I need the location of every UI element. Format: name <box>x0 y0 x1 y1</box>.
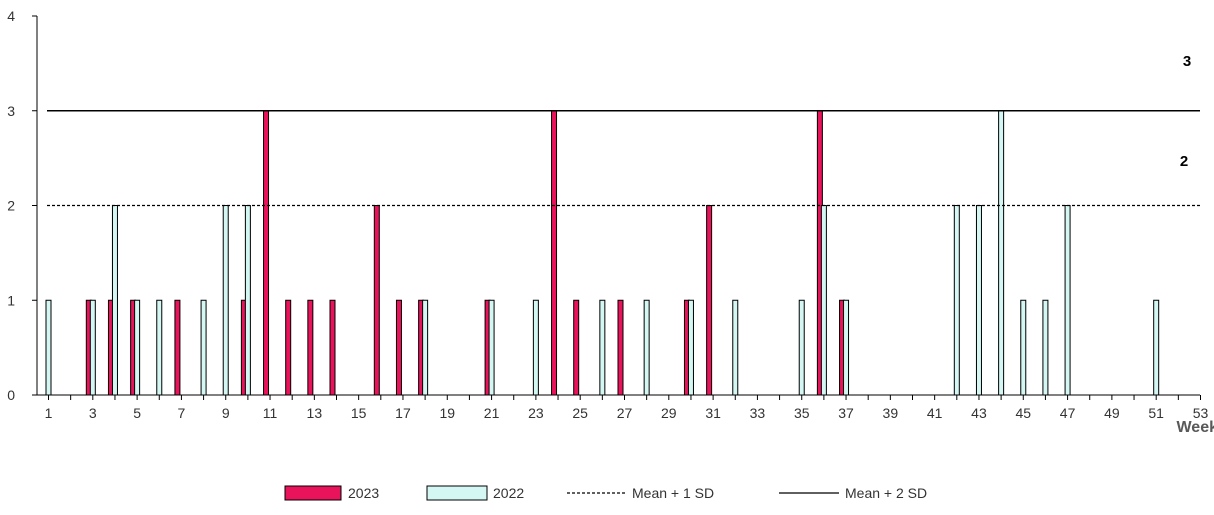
y-ticks-layer: 0 1 2 3 4 <box>7 8 37 403</box>
bar-2022-week-18 <box>422 299 429 396</box>
bar-2022-week-1 <box>45 299 52 396</box>
annotation-mean-1sd-label: 2 <box>1180 153 1188 170</box>
x-tick-label-13: 13 <box>307 405 323 421</box>
x-tick-label-7: 7 <box>178 405 186 421</box>
bar-2022-week-10 <box>244 205 251 396</box>
x-tick-label-15: 15 <box>351 405 367 421</box>
bar-2022-week-28 <box>643 299 650 396</box>
x-tick-label-37: 37 <box>838 405 854 421</box>
annotation-mean-2sd-label: 3 <box>1183 53 1191 70</box>
bar-2023-week-24 <box>551 110 558 396</box>
x-tick-label-33: 33 <box>750 405 766 421</box>
bar-2023-week-16 <box>373 205 380 396</box>
legend-label-mean-1sd: Mean + 1 SD <box>632 485 714 501</box>
bar-2022-week-8 <box>200 299 207 396</box>
x-tick-label-43: 43 <box>971 405 987 421</box>
x-tick-label-51: 51 <box>1148 405 1164 421</box>
legend-swatch-2022 <box>426 485 488 501</box>
bar-2022-week-47 <box>1064 205 1071 396</box>
bar-2022-week-35 <box>798 299 805 396</box>
x-tick-label-39: 39 <box>883 405 899 421</box>
bar-2022-week-26 <box>599 299 606 396</box>
y-tick-label-2: 2 <box>7 198 15 214</box>
x-tick-label-21: 21 <box>484 405 500 421</box>
bar-2022-week-21 <box>488 299 495 396</box>
y-tick-label-1: 1 <box>7 292 15 308</box>
x-tick-label-23: 23 <box>528 405 544 421</box>
bar-2022-week-44 <box>998 110 1005 396</box>
bar-2023-week-27 <box>617 299 624 396</box>
y-tick-label-0: 0 <box>7 387 15 403</box>
bar-2022-week-3 <box>89 299 96 396</box>
bars-layer <box>45 110 1160 396</box>
bar-2022-week-30 <box>687 299 694 396</box>
x-tick-label-19: 19 <box>439 405 455 421</box>
x-tick-label-31: 31 <box>705 405 721 421</box>
bar-2022-week-51 <box>1153 299 1160 396</box>
legend-label-mean-2sd: Mean + 2 SD <box>845 485 927 501</box>
x-tick-label-41: 41 <box>927 405 943 421</box>
y-tick-label-4: 4 <box>7 8 15 24</box>
bar-2022-week-4 <box>111 205 118 396</box>
y-tick-label-3: 3 <box>7 103 15 119</box>
bar-2023-week-13 <box>307 299 314 396</box>
bar-2022-week-42 <box>953 205 960 396</box>
x-tick-label-49: 49 <box>1104 405 1120 421</box>
bar-2023-week-12 <box>285 299 292 396</box>
legend: 2023 2022 Mean + 1 SD Mean + 2 SD <box>284 485 927 501</box>
x-tick-label-17: 17 <box>395 405 411 421</box>
x-tick-label-45: 45 <box>1015 405 1031 421</box>
bar-2023-week-7 <box>174 299 181 396</box>
x-tick-label-5: 5 <box>133 405 141 421</box>
bar-2022-week-9 <box>222 205 229 396</box>
x-tick-label-1: 1 <box>45 405 53 421</box>
bar-2022-week-23 <box>532 299 539 396</box>
bar-2022-week-6 <box>156 299 163 396</box>
bar-2022-week-43 <box>975 205 982 396</box>
bar-2023-week-17 <box>395 299 402 396</box>
bar-2023-week-31 <box>706 205 713 396</box>
reference-lines-layer <box>47 109 1200 207</box>
bar-2022-week-37 <box>843 299 850 396</box>
bar-2022-week-45 <box>1020 299 1027 396</box>
bar-2022-week-5 <box>134 299 141 396</box>
legend-swatch-2023 <box>284 485 342 501</box>
bar-2023-week-25 <box>573 299 580 396</box>
bar-2023-week-14 <box>329 299 336 396</box>
x-tick-label-35: 35 <box>794 405 810 421</box>
x-tick-label-11: 11 <box>263 405 278 421</box>
x-tick-label-53: 53 <box>1193 405 1209 421</box>
bar-2023-week-11 <box>263 110 270 396</box>
x-tick-label-47: 47 <box>1060 405 1076 421</box>
x-tick-label-29: 29 <box>661 405 677 421</box>
x-tick-label-27: 27 <box>617 405 633 421</box>
legend-label-2023: 2023 <box>348 485 379 501</box>
x-axis-title: Week <box>1176 419 1214 436</box>
bar-2022-week-36 <box>820 205 827 396</box>
x-tick-label-9: 9 <box>222 405 230 421</box>
bar-2022-week-46 <box>1042 299 1049 396</box>
bar-2022-week-32 <box>732 299 739 396</box>
x-tick-label-25: 25 <box>572 405 588 421</box>
x-tick-label-3: 3 <box>89 405 97 421</box>
legend-label-2022: 2022 <box>493 485 524 501</box>
x-ticks-layer: 1 3 5 7 9 11 13 15 17 19 21 23 25 27 29 31 33 35 37 39 41 43 4… <box>45 395 1209 421</box>
